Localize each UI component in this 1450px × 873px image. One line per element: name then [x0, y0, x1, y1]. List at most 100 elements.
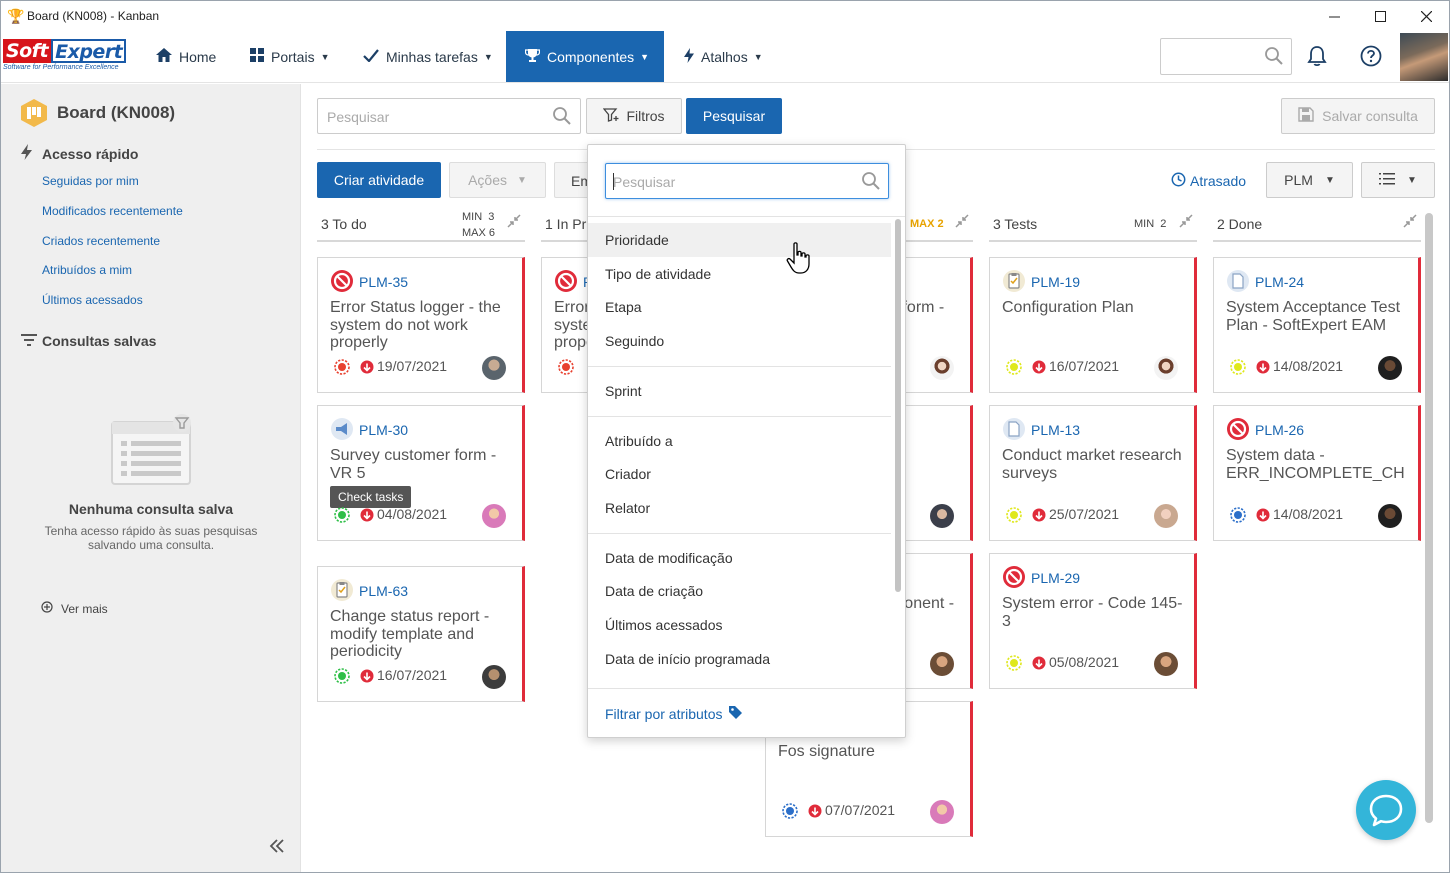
assignee-avatar[interactable]: [482, 504, 506, 528]
card-id[interactable]: PLM-24: [1255, 274, 1305, 290]
search-icon[interactable]: [1265, 47, 1283, 68]
collapse-column-icon[interactable]: [1403, 214, 1417, 228]
assignee-avatar[interactable]: [1154, 356, 1178, 380]
project-select[interactable]: PLM ▼: [1266, 162, 1353, 198]
filter-option[interactable]: Seguindo: [605, 333, 665, 350]
kanban-card[interactable]: PLM-29 System error - Code 145-3 05/08/202…: [989, 553, 1197, 689]
assignee-avatar[interactable]: [482, 665, 506, 689]
kanban-card[interactable]: PLM-30 Survey customer form - VR 5 Check t…: [317, 405, 525, 541]
collapse-column-icon[interactable]: [507, 214, 521, 228]
quick-link-created[interactable]: Criados recentemente: [42, 234, 161, 248]
assignee-avatar[interactable]: [930, 356, 954, 380]
create-activity-button[interactable]: Criar atividade: [317, 162, 441, 198]
nav-componentes[interactable]: Componentes ▼: [506, 31, 664, 82]
search-icon[interactable]: [862, 172, 880, 193]
collapse-column-icon[interactable]: [1179, 214, 1193, 228]
blocked-icon: [330, 269, 354, 293]
assignee-avatar[interactable]: [930, 504, 954, 528]
filter-option[interactable]: Atribuído a: [605, 432, 673, 449]
actions-button[interactable]: Ações ▼: [449, 162, 546, 198]
board-scrollbar[interactable]: [1425, 213, 1433, 823]
card-id[interactable]: PLM-35: [359, 274, 409, 290]
quick-link-modified[interactable]: Modificados recentemente: [42, 204, 183, 218]
filter-option[interactable]: Relator: [605, 499, 651, 516]
card-id[interactable]: PLM-19: [1031, 274, 1081, 290]
em-button[interactable]: Em: [554, 162, 590, 198]
assignee-avatar[interactable]: [930, 800, 954, 824]
assignee-avatar[interactable]: [1378, 356, 1402, 380]
dropdown-scrollbar[interactable]: [893, 217, 903, 689]
filter-option[interactable]: Criador: [605, 466, 651, 483]
board-scrollbar-thumb[interactable]: [1425, 213, 1433, 823]
quick-link-assigned[interactable]: Atribuídos a mim: [42, 263, 133, 277]
softexpert-logo[interactable]: Soft Expert Software for Performance Exc…: [3, 39, 133, 75]
card-id[interactable]: PLM-26: [1255, 422, 1305, 438]
kanban-card[interactable]: PLM-35 Error Status logger - the system d…: [317, 257, 525, 393]
nav-minhas-tarefas[interactable]: Minhas tarefas ▼: [363, 31, 498, 82]
home-icon: [156, 48, 172, 65]
nav-home-label: Home: [179, 48, 217, 65]
quick-link-followed[interactable]: Seguidas por mim: [42, 174, 139, 188]
filters-label: Filtros: [626, 108, 665, 124]
nav-atalhos[interactable]: Atalhos ▼: [684, 31, 774, 82]
kanban-card[interactable]: PLM-19 Configuration Plan 16/07/2021: [989, 257, 1197, 393]
search-icon[interactable]: [553, 107, 571, 128]
card-id[interactable]: PLM-30: [359, 422, 409, 438]
kanban-card[interactable]: PLM-63 Change status report - modify temp…: [317, 566, 525, 702]
nav-portais[interactable]: Portais ▼: [250, 31, 340, 82]
dropdown-scrollbar-thumb[interactable]: [895, 219, 901, 592]
card-id[interactable]: PLM-13: [1031, 422, 1081, 438]
kanban-card[interactable]: PLM-26 System data - ERR_INCOMPLETE_CH 14/…: [1213, 405, 1421, 541]
help-icon[interactable]: [1360, 45, 1382, 67]
assignee-avatar[interactable]: [1154, 504, 1178, 528]
filter-option[interactable]: Últimos acessados: [605, 617, 723, 633]
kanban-card[interactable]: PLM-24 System Acceptance Test Plan - Soft…: [1213, 257, 1421, 393]
overdue-arrow-icon: [360, 508, 374, 522]
filter-search-placeholder: Pesquisar: [613, 174, 676, 190]
see-more-link[interactable]: Ver mais: [41, 601, 108, 616]
board-search-input[interactable]: Pesquisar: [317, 98, 581, 134]
overdue-filter[interactable]: Atrasado: [1171, 172, 1246, 190]
global-search-input[interactable]: [1160, 38, 1292, 75]
filter-by-attributes-link[interactable]: Filtrar por atributos: [605, 705, 743, 723]
assignee-avatar[interactable]: [1154, 652, 1178, 676]
filters-button[interactable]: Filtros: [586, 98, 682, 134]
blocked-icon: [1002, 565, 1026, 589]
hand-cursor-icon: [786, 242, 812, 276]
assignee-avatar[interactable]: [482, 356, 506, 380]
card-id[interactable]: PLM-63: [359, 583, 409, 599]
filter-search-input[interactable]: Pesquisar: [605, 163, 889, 199]
card-id[interactable]: PLM-29: [1031, 570, 1081, 586]
nav-home[interactable]: Home: [156, 31, 226, 82]
filter-add-icon: [603, 107, 619, 125]
user-avatar[interactable]: [1400, 33, 1448, 81]
filter-option[interactable]: Etapa: [605, 299, 642, 316]
collapse-sidebar-icon[interactable]: [269, 834, 285, 860]
search-button[interactable]: Pesquisar: [686, 98, 782, 134]
empty-queries-title: Nenhuma consulta salva: [68, 501, 234, 517]
save-query-button[interactable]: Salvar consulta: [1281, 98, 1435, 134]
chevron-down-icon: ▼: [320, 51, 330, 62]
filter-option[interactable]: Data de início programada: [605, 650, 770, 667]
filter-option[interactable]: Data de fim programada: [588, 675, 891, 687]
quick-access-header: Acesso rápido: [21, 144, 138, 163]
view-options-button[interactable]: ▼: [1361, 162, 1435, 198]
minimize-icon[interactable]: [1311, 1, 1357, 31]
maximize-icon[interactable]: [1357, 1, 1403, 31]
assignee-avatar[interactable]: [1378, 504, 1402, 528]
filter-option[interactable]: Prioridade: [588, 223, 891, 257]
board-title-text: Board (KN008): [57, 103, 176, 122]
filter-option[interactable]: Sprint: [605, 382, 642, 399]
card-due-date: 14/08/2021: [1273, 358, 1344, 374]
kanban-card[interactable]: PLM-13 Conduct market research surveys 25/…: [989, 405, 1197, 541]
filter-option[interactable]: Data de modificação: [605, 549, 733, 566]
chat-button[interactable]: [1356, 780, 1416, 840]
assignee-avatar[interactable]: [930, 652, 954, 676]
filter-option[interactable]: Data de criação: [605, 583, 704, 600]
notifications-bell-icon[interactable]: [1306, 45, 1328, 67]
collapse-column-icon[interactable]: [955, 214, 969, 228]
quick-link-last-accessed[interactable]: Últimos acessados: [42, 293, 143, 307]
filter-option[interactable]: Tipo de atividade: [605, 265, 712, 282]
card-title: Survey customer form - VR 5: [330, 447, 497, 482]
close-icon[interactable]: [1403, 1, 1449, 31]
